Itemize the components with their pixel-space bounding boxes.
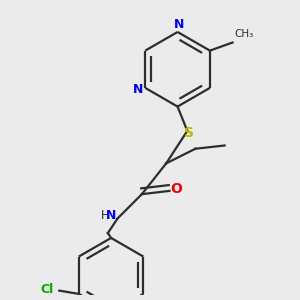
Text: S: S: [184, 127, 194, 140]
Text: CH₃: CH₃: [234, 28, 254, 39]
Text: N: N: [133, 83, 143, 96]
Text: N: N: [174, 18, 184, 31]
Text: H: H: [101, 209, 110, 222]
Text: O: O: [171, 182, 182, 196]
Text: N: N: [106, 209, 116, 222]
Text: Cl: Cl: [40, 283, 53, 296]
